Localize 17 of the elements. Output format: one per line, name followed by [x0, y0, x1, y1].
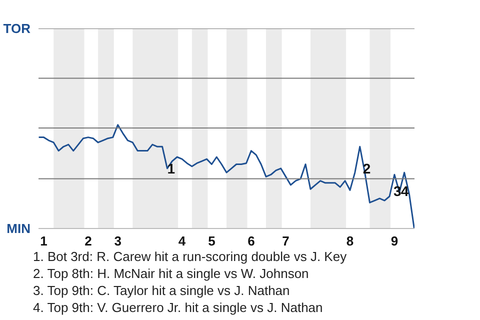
x-tick-label: 1: [40, 234, 48, 248]
annotation: 1: [167, 160, 176, 176]
x-tick-label: 6: [248, 234, 255, 248]
text: 2. Top 8th: H. McNair hit a single vs W. Johnson: [33, 265, 310, 282]
x-tick-label: 2: [84, 234, 92, 248]
x-tick-label: 9: [390, 234, 398, 248]
text: 3. Top 9th: C. Taylor hit a single vs J. Nathan: [33, 282, 291, 299]
annotation: 3: [394, 183, 402, 200]
x-tick-label: 4: [178, 234, 186, 248]
x-tick-label: 5: [208, 234, 216, 248]
x-tick-label: 7: [282, 234, 290, 248]
text: TOR: [3, 21, 32, 36]
x-tick-label: 8: [346, 234, 354, 248]
text: 1. Bot 3rd: R. Carew hit a run-scoring double vs J. Key: [33, 248, 347, 265]
text: 4. Top 9th: V. Guerrero Jr. hit a single vs J. Nathan: [33, 299, 324, 316]
text: MIN: [6, 221, 31, 236]
x-tick-label: 3: [114, 234, 122, 248]
